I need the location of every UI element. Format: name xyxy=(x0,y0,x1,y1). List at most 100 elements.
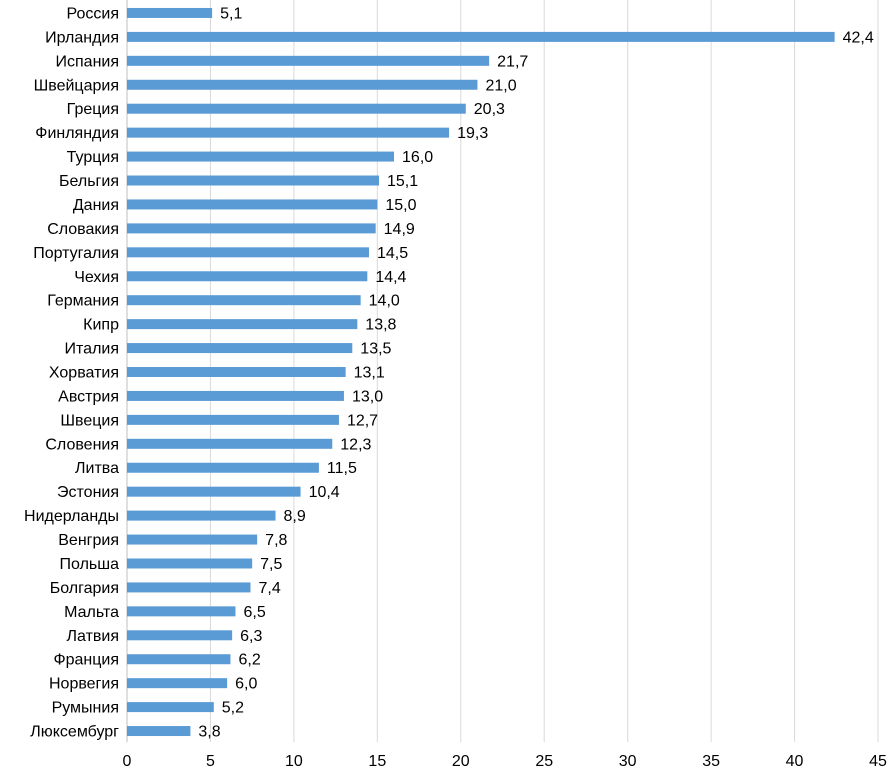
bar xyxy=(127,630,233,641)
data-label: 20,3 xyxy=(474,101,505,118)
bar xyxy=(127,534,258,545)
gridlines xyxy=(126,0,879,742)
bar xyxy=(127,510,276,521)
category-label: Словакия xyxy=(47,221,119,238)
data-label: 42,4 xyxy=(843,29,874,46)
bar xyxy=(127,414,339,425)
data-label: 15,0 xyxy=(385,197,416,214)
bar xyxy=(127,654,231,665)
data-label: 14,0 xyxy=(369,293,400,310)
category-label: Австрия xyxy=(58,388,119,405)
bar xyxy=(127,438,333,449)
category-label: Португалия xyxy=(33,245,119,262)
data-label: 7,8 xyxy=(265,532,287,549)
category-label: Турция xyxy=(67,149,119,166)
category-label: Россия xyxy=(67,5,119,22)
data-label: 13,0 xyxy=(352,388,383,405)
bar xyxy=(127,606,236,617)
category-label: Польша xyxy=(60,556,120,573)
data-label: 6,3 xyxy=(240,628,262,645)
category-label: Литва xyxy=(75,460,119,477)
data-label: 14,4 xyxy=(375,269,406,286)
x-tick-label: 35 xyxy=(702,753,720,769)
x-tick-label: 40 xyxy=(786,753,804,769)
data-label: 7,5 xyxy=(260,556,282,573)
data-label: 5,2 xyxy=(222,700,244,717)
category-label: Словения xyxy=(45,436,119,453)
bar xyxy=(127,7,213,18)
bars xyxy=(127,7,835,737)
data-label: 15,1 xyxy=(387,173,418,190)
data-label: 3,8 xyxy=(198,724,220,741)
category-label: Испания xyxy=(56,53,120,70)
bar xyxy=(127,343,353,354)
bar xyxy=(127,55,490,66)
category-label: Швеция xyxy=(60,412,119,429)
category-label: Чехия xyxy=(74,269,119,286)
category-label: Норвегия xyxy=(49,676,119,693)
data-label: 21,7 xyxy=(497,53,528,70)
bar xyxy=(127,127,450,138)
bar xyxy=(127,367,346,377)
category-label: Хорватия xyxy=(49,365,119,382)
category-label: Ирландия xyxy=(45,29,119,46)
x-tick-label: 20 xyxy=(452,753,470,769)
data-label: 11,5 xyxy=(327,460,357,477)
bar xyxy=(127,390,344,401)
bar xyxy=(127,558,253,569)
bar xyxy=(127,319,358,330)
bar xyxy=(127,79,478,90)
data-label: 13,1 xyxy=(354,365,385,382)
bar xyxy=(127,175,380,186)
data-label: 12,7 xyxy=(347,412,378,429)
bar xyxy=(127,726,191,737)
bar xyxy=(127,151,395,162)
x-tick-label: 25 xyxy=(535,753,553,769)
data-label: 6,5 xyxy=(243,604,265,621)
data-label: 13,5 xyxy=(360,341,391,358)
x-tick-label: 30 xyxy=(619,753,637,769)
category-label: Венгрия xyxy=(58,532,119,549)
category-label: Дания xyxy=(73,197,119,214)
category-label: Швейцария xyxy=(34,77,119,94)
x-tick-label: 10 xyxy=(285,753,303,769)
value-labels: 5,1 42,4 21,7 21,0 20,3 19,3 16,0 15,1 15,0 14,9 1… xyxy=(198,5,873,740)
category-label: Люксембург xyxy=(30,724,119,741)
category-label: Финляндия xyxy=(35,125,119,142)
bar xyxy=(127,462,319,473)
category-label: Греция xyxy=(67,101,119,118)
category-label: Эстония xyxy=(57,484,119,501)
data-label: 12,3 xyxy=(340,436,371,453)
bar xyxy=(127,103,466,114)
data-label: 19,3 xyxy=(457,125,488,142)
bar xyxy=(127,582,251,593)
bar xyxy=(127,678,228,689)
category-label: Румыния xyxy=(52,700,119,717)
category-label: Кипр xyxy=(83,317,119,334)
data-label: 8,9 xyxy=(284,508,306,525)
data-label: 6,2 xyxy=(238,652,260,669)
data-label: 10,4 xyxy=(309,484,340,501)
data-label: 6,0 xyxy=(235,676,257,693)
category-labels: Россия Ирландия Испания Швейцария Греция Финл… xyxy=(24,5,119,740)
bar xyxy=(127,295,361,306)
x-tick-label: 45 xyxy=(869,753,887,769)
data-label: 21,0 xyxy=(485,77,516,94)
bar xyxy=(127,271,368,282)
category-label: Бельгия xyxy=(59,173,119,190)
data-label: 14,5 xyxy=(377,245,408,262)
data-label: 13,8 xyxy=(365,317,396,334)
x-tick-label: 5 xyxy=(206,753,215,769)
data-label: 5,1 xyxy=(220,5,242,22)
data-label: 16,0 xyxy=(402,149,433,166)
category-label: Болгария xyxy=(50,580,119,597)
category-label: Германия xyxy=(47,293,119,310)
bar xyxy=(127,702,214,713)
bar xyxy=(127,223,376,234)
bar xyxy=(127,247,369,258)
x-tick-label: 0 xyxy=(123,753,132,769)
bar xyxy=(127,31,835,42)
category-label: Мальта xyxy=(64,604,119,621)
bar xyxy=(127,486,301,497)
